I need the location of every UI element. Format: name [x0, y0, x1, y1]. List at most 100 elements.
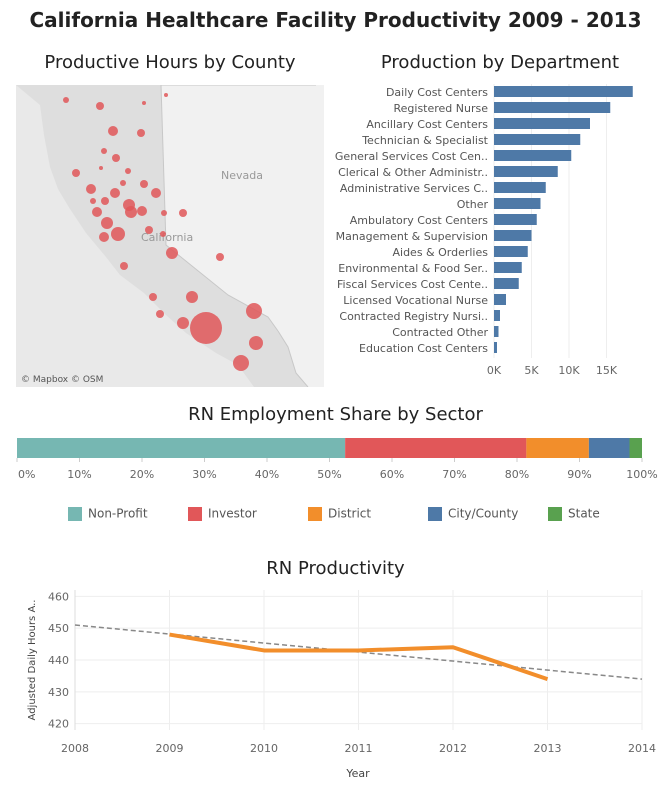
- sector-x-tick: 50%: [317, 468, 341, 481]
- county-bubble[interactable]: [92, 207, 102, 217]
- county-map[interactable]: Nevada California © Mapbox © OSM: [16, 85, 324, 387]
- county-bubble[interactable]: [120, 262, 128, 270]
- department-bar[interactable]: [494, 86, 633, 97]
- county-bubble[interactable]: [249, 336, 263, 350]
- department-label: Contracted Other: [392, 326, 488, 339]
- county-bubble[interactable]: [156, 310, 164, 318]
- sector-legend-item[interactable]: City/County: [428, 506, 518, 522]
- department-bar[interactable]: [494, 246, 528, 257]
- county-bubble[interactable]: [99, 166, 103, 170]
- county-bubble[interactable]: [151, 188, 161, 198]
- county-bubble[interactable]: [166, 247, 178, 259]
- county-bubble[interactable]: [101, 217, 113, 229]
- department-bar[interactable]: [494, 102, 611, 113]
- county-bubble[interactable]: [246, 303, 262, 319]
- department-bar[interactable]: [494, 262, 522, 273]
- county-bubble[interactable]: [63, 97, 69, 103]
- department-label: Management & Supervision: [336, 230, 488, 243]
- department-bar[interactable]: [494, 198, 541, 209]
- legend-swatch: [308, 506, 322, 521]
- county-bubble[interactable]: [72, 169, 80, 177]
- department-bar-chart[interactable]: 0K 5K 10K 15K Daily Cost Centers Registered N…: [330, 82, 660, 387]
- department-bar[interactable]: [494, 134, 581, 145]
- county-bubble[interactable]: [108, 126, 118, 136]
- productivity-x-tick: 2010: [250, 742, 278, 755]
- county-bubble[interactable]: [140, 180, 148, 188]
- productivity-x-tick: 2008: [61, 742, 89, 755]
- county-bubble[interactable]: [99, 232, 109, 242]
- county-bubble[interactable]: [125, 206, 137, 218]
- county-bubble[interactable]: [216, 253, 224, 261]
- sector-x-tick: 40%: [255, 468, 279, 481]
- sector-segment[interactable]: [629, 438, 643, 458]
- county-bubbles[interactable]: [63, 93, 263, 371]
- sector-legend-item[interactable]: State: [548, 506, 600, 522]
- department-bar[interactable]: [494, 118, 590, 129]
- county-bubble[interactable]: [110, 188, 120, 198]
- legend-swatch: [68, 506, 82, 521]
- department-bar[interactable]: [494, 326, 499, 337]
- county-bubble[interactable]: [233, 355, 249, 371]
- county-bubble[interactable]: [160, 231, 166, 237]
- county-bubble[interactable]: [96, 102, 104, 110]
- department-bar[interactable]: [494, 310, 500, 321]
- county-bubble[interactable]: [161, 210, 167, 216]
- county-bubble[interactable]: [101, 148, 107, 154]
- department-label: Ancillary Cost Centers: [366, 118, 488, 131]
- county-bubble[interactable]: [120, 180, 126, 186]
- sector-legend-item[interactable]: Non-Profit: [68, 506, 148, 522]
- sector-segment[interactable]: [588, 438, 630, 458]
- sector-x-tick: 10%: [67, 468, 91, 481]
- county-bubble[interactable]: [179, 209, 187, 217]
- county-bubble[interactable]: [112, 154, 120, 162]
- productivity-y-tick: 450: [48, 622, 69, 635]
- department-label: Fiscal Services Cost Cente..: [337, 278, 488, 291]
- department-label: Daily Cost Centers: [386, 86, 488, 99]
- department-bar[interactable]: [494, 294, 506, 305]
- department-label: Licensed Vocational Nurse: [343, 294, 488, 307]
- productivity-line-chart[interactable]: 420 430 440 450 460 2008 2009 2010 2011 2012 2013 2…: [0, 580, 671, 785]
- sector-segment[interactable]: [345, 438, 527, 458]
- legend-swatch: [188, 506, 202, 521]
- department-bar[interactable]: [494, 278, 519, 289]
- department-label: Contracted Registry Nursi..: [339, 310, 488, 323]
- legend-label: Non-Profit: [88, 506, 148, 521]
- sector-x-tick: 100%: [626, 468, 657, 481]
- sector-x-tick: 80%: [505, 468, 529, 481]
- department-label: Technician & Specialist: [361, 134, 488, 147]
- county-bubble[interactable]: [164, 93, 168, 97]
- county-bubble[interactable]: [125, 168, 131, 174]
- department-label: Administrative Services C..: [340, 182, 488, 195]
- department-x-tick: 10K: [558, 364, 580, 377]
- county-bubble[interactable]: [149, 293, 157, 301]
- department-label: General Services Cost Cen..: [335, 150, 488, 163]
- county-bubble[interactable]: [137, 129, 145, 137]
- department-bar[interactable]: [494, 150, 572, 161]
- productivity-y-tick: 430: [48, 686, 69, 699]
- department-bar[interactable]: [494, 166, 558, 177]
- department-x-tick: 0K: [487, 364, 502, 377]
- county-bubble[interactable]: [145, 226, 153, 234]
- county-bubble[interactable]: [90, 198, 96, 204]
- sector-stacked-bar[interactable]: 0% 10% 20% 30% 40% 50% 60% 70% 80% 90% 100%: [0, 432, 671, 492]
- county-bubble[interactable]: [86, 184, 96, 194]
- county-bubble[interactable]: [186, 291, 198, 303]
- department-label: Clerical & Other Administr..: [338, 166, 488, 179]
- productivity-line[interactable]: [169, 632, 549, 681]
- county-bubble[interactable]: [111, 227, 125, 241]
- department-bar[interactable]: [494, 214, 537, 225]
- county-bubble[interactable]: [142, 101, 146, 105]
- department-bar[interactable]: [494, 182, 546, 193]
- county-bubble[interactable]: [137, 206, 147, 216]
- dashboard-title: California Healthcare Facility Productiv…: [29, 8, 642, 32]
- county-bubble[interactable]: [190, 312, 222, 344]
- sector-segment[interactable]: [17, 438, 346, 458]
- sector-legend-item[interactable]: District: [308, 506, 371, 522]
- sector-legend-item[interactable]: Investor: [188, 506, 257, 522]
- department-bar[interactable]: [494, 230, 532, 241]
- sector-segment[interactable]: [526, 438, 589, 458]
- department-x-tick: 15K: [596, 364, 618, 377]
- department-bar[interactable]: [494, 342, 497, 353]
- county-bubble[interactable]: [101, 197, 109, 205]
- county-bubble[interactable]: [177, 317, 189, 329]
